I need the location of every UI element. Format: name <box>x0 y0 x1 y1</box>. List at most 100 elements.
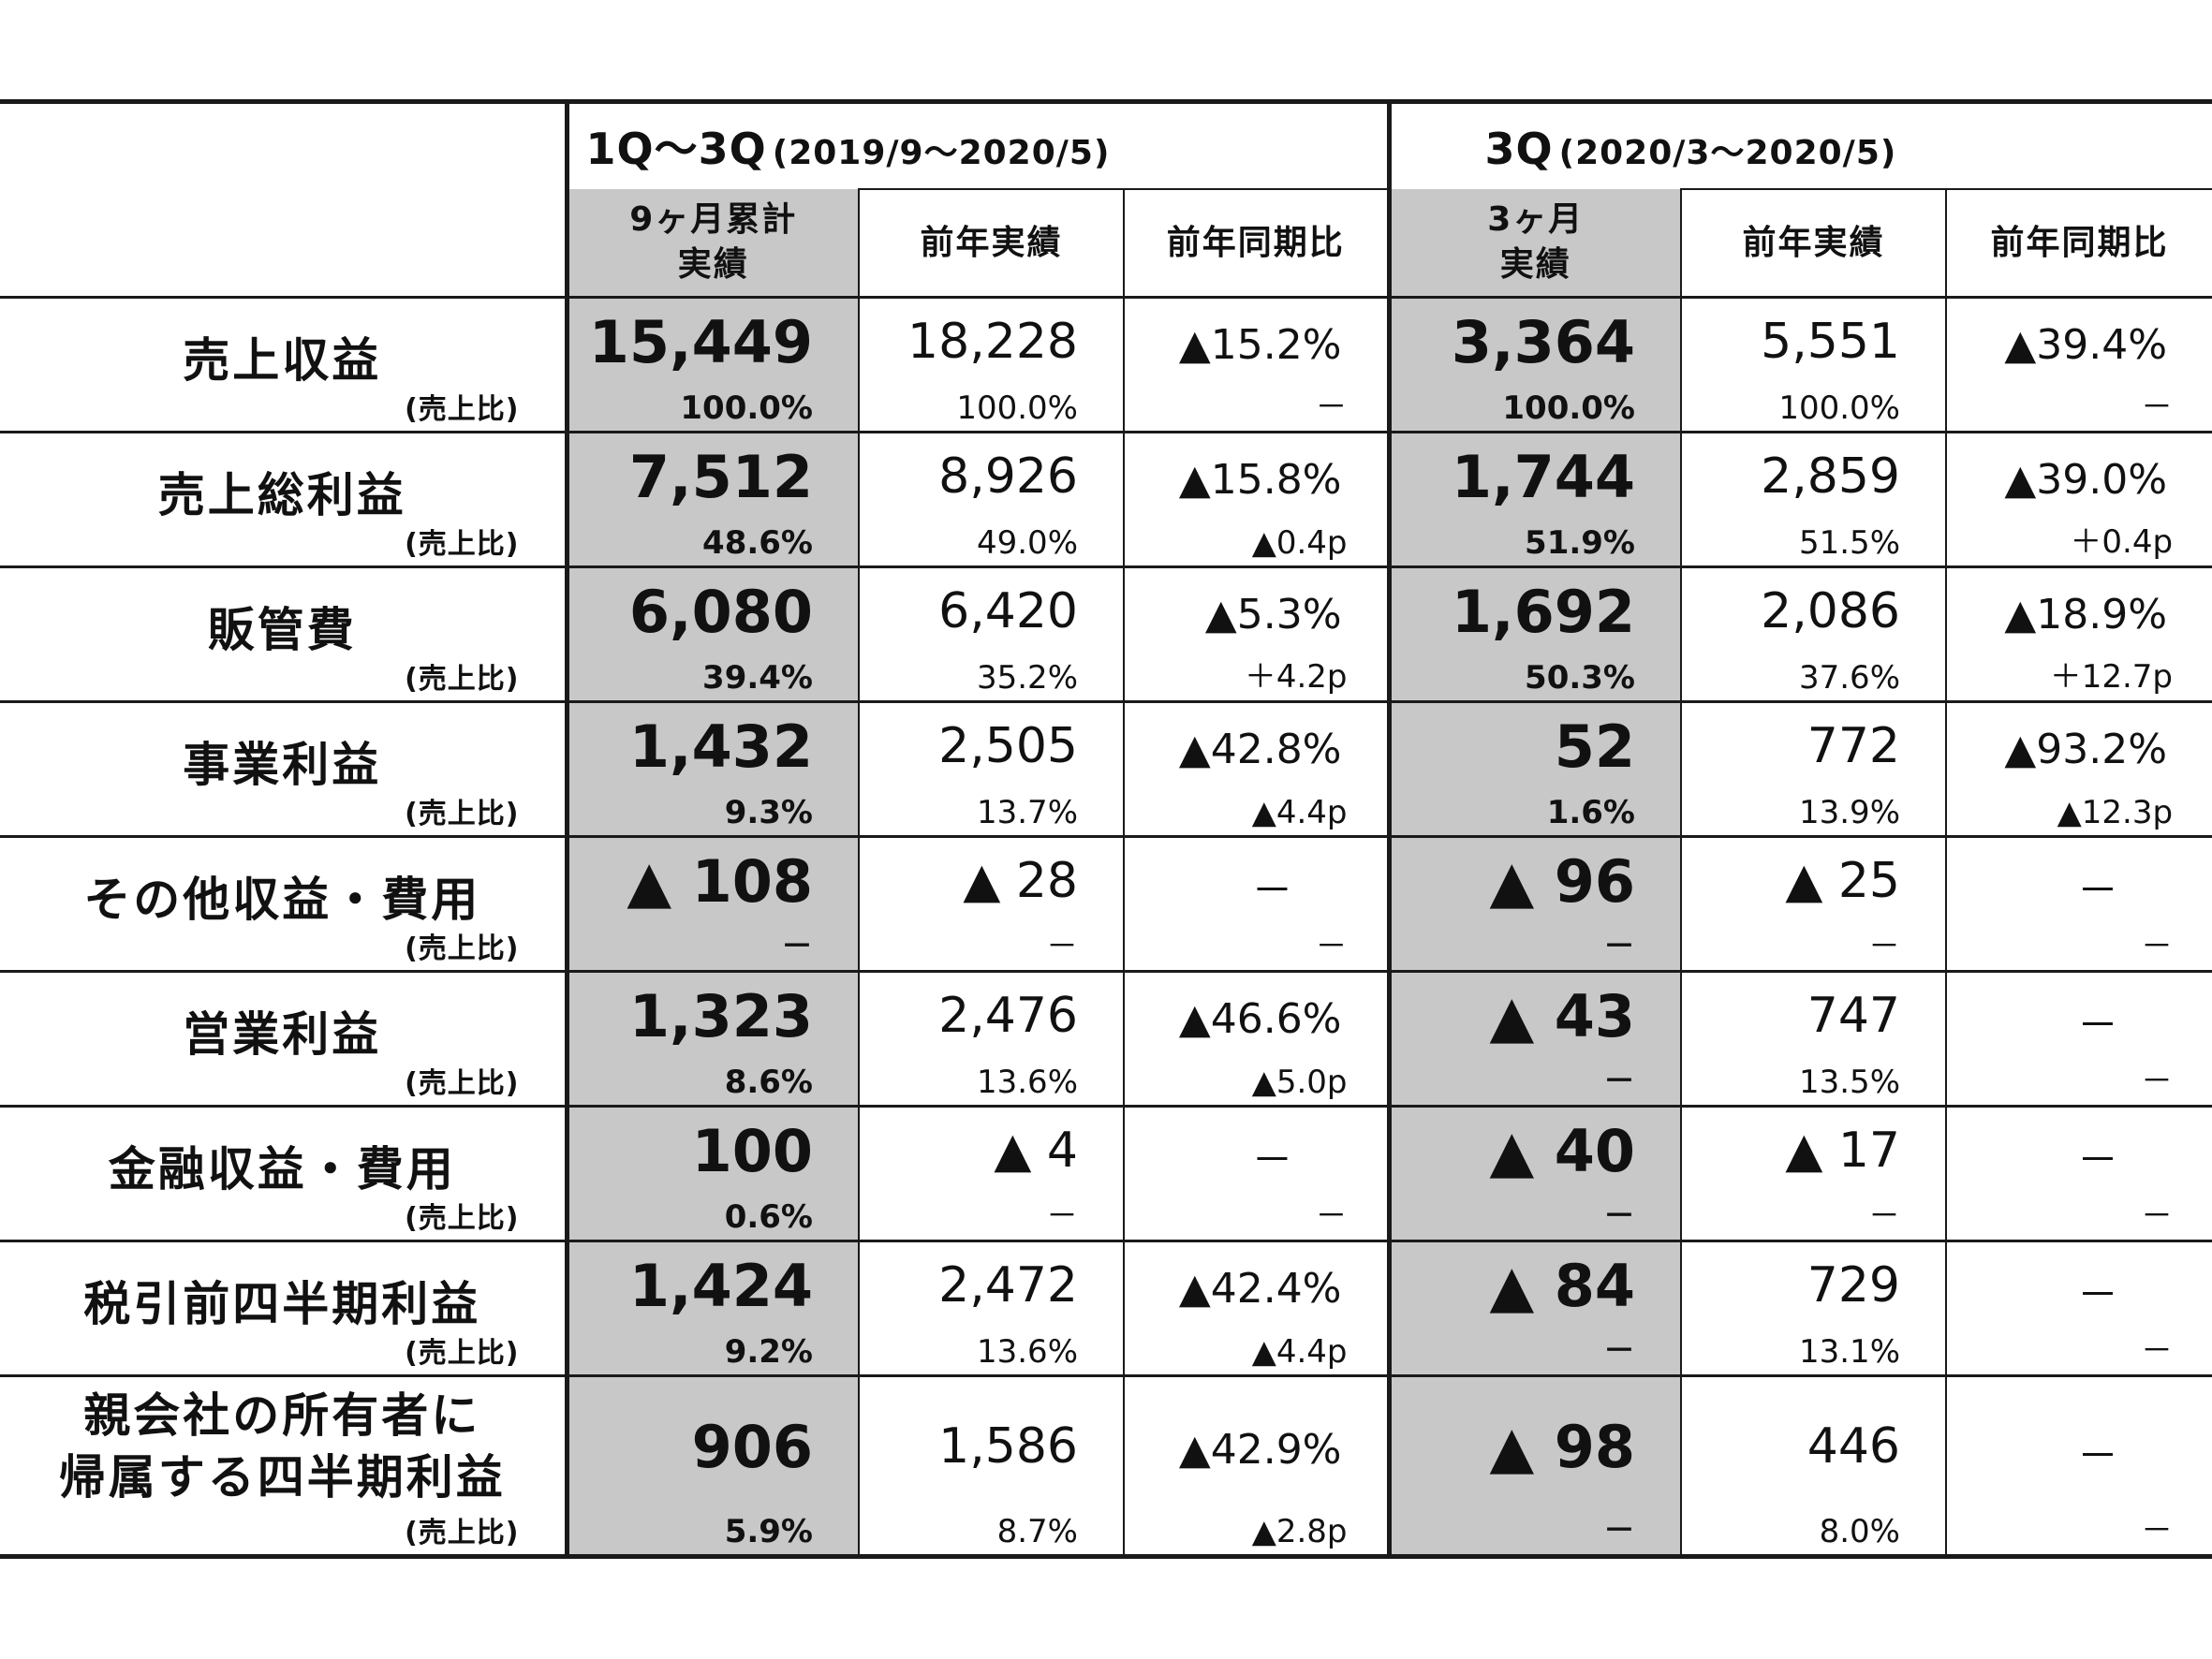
header-period-row: 1Q～3Q (2019/9～2020/5) 3Q (2020/3～2020/5) <box>0 99 2212 299</box>
row-revenue: 売上収益 (売上比) 15,449 100.0% 18,228 100.0% ▲15.… <box>0 297 2212 433</box>
p2-actual-value: ▲ 43 <box>1489 982 1635 1050</box>
col-head-p1-prev: 前年実績 <box>858 188 1124 299</box>
p1-prev-value: 1,586 <box>938 1418 1078 1475</box>
p1-yoy-value: ▲42.8% <box>1178 726 1342 773</box>
p2-actual-ratio: － <box>1603 1063 1635 1100</box>
p2-yoy-value: ▲39.0% <box>2004 456 2168 504</box>
p2-yoy-value: － <box>2077 1002 2119 1050</box>
p2-yoy-value: － <box>2077 1432 2119 1480</box>
row-business-profit: 事業利益 (売上比) 1,432 9.3% 2,505 13.7% ▲42.8% ▲4.… <box>0 701 2212 838</box>
p1-actual-ratio: 0.6% <box>724 1198 813 1236</box>
p1-yoy-point: ▲4.4p <box>1251 794 1348 831</box>
p1-actual-value: 1,323 <box>628 982 813 1050</box>
p2-prev-ratio: 13.1% <box>1798 1333 1900 1371</box>
row-gross-profit: 売上総利益 (売上比) 7,512 48.6% 8,926 49.0% ▲15.8% ▲… <box>0 432 2212 568</box>
p1-actual-value: 15,449 <box>588 308 813 376</box>
row-label: 事業利益 <box>183 738 382 792</box>
p1-yoy-point: ＋4.2p <box>1244 658 1348 696</box>
p1-yoy-value: ▲15.8% <box>1178 456 1342 504</box>
p2-yoy-point: ▲12.3p <box>2057 794 2174 831</box>
p1-prev-value: 2,476 <box>938 988 1078 1044</box>
p2-actual-ratio: － <box>1603 1512 1635 1549</box>
p2-prev-value: 729 <box>1806 1257 1900 1314</box>
p1-yoy-point: － <box>1315 389 1348 426</box>
p1-prev-ratio: － <box>1046 1197 1078 1235</box>
p1-prev-value: ▲ 4 <box>994 1123 1078 1179</box>
p1-prev-label: 前年実績 <box>920 223 1063 262</box>
p2-yoy-point: ＋0.4p <box>2070 523 2174 561</box>
p2-prev-value: 2,086 <box>1761 583 1900 639</box>
p1-prev-value: 6,420 <box>938 583 1078 639</box>
p2-actual-value: ▲ 98 <box>1489 1413 1635 1481</box>
p2-yoy-value: － <box>2077 1137 2119 1184</box>
p2-yoy-value: ▲39.4% <box>2004 321 2168 369</box>
row-finance-income-cost: 金融収益・費用 (売上比) 100 0.6% ▲ 4 － － － ▲ 40 － ▲ 17 －… <box>0 1106 2212 1242</box>
p2-prev-ratio: 8.0% <box>1819 1513 1900 1550</box>
p2-actual-ratio: 1.6% <box>1546 794 1635 831</box>
p1-prev-ratio: 13.7% <box>976 794 1078 831</box>
p1-yoy-point: ▲5.0p <box>1251 1064 1348 1101</box>
p2-actual-value: ▲ 84 <box>1489 1252 1635 1320</box>
p1-prev-ratio: 49.0% <box>976 524 1078 562</box>
p1-prev-ratio: 35.2% <box>976 659 1078 697</box>
col-head-p2-prev: 前年実績 <box>1680 188 1946 299</box>
p1-actual-ratio: 8.6% <box>724 1064 813 1101</box>
p2-actual-value: 52 <box>1554 712 1635 781</box>
p1-actual-value: 1,424 <box>628 1252 813 1320</box>
row-label: 販管費 <box>207 603 357 657</box>
p1-prev-value: 8,926 <box>938 448 1078 505</box>
p1-yoy-label: 前年同期比 <box>1166 223 1345 262</box>
p1-prev-value: 18,228 <box>907 314 1078 370</box>
header-corner <box>0 99 567 299</box>
p1-prev-ratio: 13.6% <box>976 1064 1078 1101</box>
ratio-label: (売上比) <box>405 1337 520 1370</box>
p1-actual-ratio: 9.2% <box>724 1333 813 1371</box>
p2-yoy-value: ▲18.9% <box>2004 591 2168 639</box>
p2-actual-ratio: － <box>1603 1197 1635 1235</box>
p2-yoy-point: － <box>2141 1512 2174 1549</box>
p2-yoy-point: ＋12.7p <box>2049 658 2174 696</box>
p1-actual-ratio: 48.6% <box>702 524 813 562</box>
p2-prev-ratio: － <box>1868 1197 1900 1235</box>
p1-prev-value: ▲ 28 <box>963 853 1078 909</box>
period1-range: (2019/9～2020/5) <box>772 134 1111 172</box>
ratio-label: (売上比) <box>405 798 520 830</box>
p1-actual-ratio: 39.4% <box>702 659 813 697</box>
p1-actual-ratio: 9.3% <box>724 794 813 831</box>
col-head-p2-yoy: 前年同期比 <box>1944 188 2212 299</box>
p2-actual-ratio: 51.9% <box>1525 524 1635 562</box>
p2-prev-value: 446 <box>1806 1418 1900 1475</box>
col-head-p1-yoy: 前年同期比 <box>1123 188 1389 299</box>
financial-results-table: 1Q～3Q (2019/9～2020/5) 3Q (2020/3～2020/5) 9… <box>0 99 2212 1559</box>
p2-yoy-value: － <box>2077 867 2119 915</box>
p2-actual-value: 1,744 <box>1451 443 1635 511</box>
p1-yoy-value: ▲42.9% <box>1178 1426 1342 1474</box>
ratio-label: (売上比) <box>405 663 520 696</box>
ratio-label: (売上比) <box>405 1067 520 1100</box>
row-label-line1: 親会社の所有者に <box>83 1388 481 1443</box>
p1-prev-ratio: 13.6% <box>976 1333 1078 1371</box>
p2-actual-ratio: 100.0% <box>1502 389 1635 427</box>
p2-actual-value: ▲ 96 <box>1489 847 1635 916</box>
p2-yoy-point: － <box>2141 389 2174 426</box>
p2-actual-line1: 3ヶ月 <box>1487 199 1585 239</box>
header-column-row: 9ヶ月累計 実績 前年実績 前年同期比 3ヶ月 実績 前年実績 前年同期比 <box>0 188 2212 299</box>
p2-yoy-point: － <box>2141 1063 2174 1100</box>
col-head-p1-actual: 9ヶ月累計 実績 <box>564 189 859 299</box>
ratio-label: (売上比) <box>405 528 520 561</box>
row-other-income-expense: その他収益・費用 (売上比) ▲ 108 － ▲ 28 － － － ▲ 96 － ▲ 25… <box>0 836 2212 973</box>
p2-prev-value: 772 <box>1806 718 1900 774</box>
p2-yoy-value: － <box>2077 1271 2119 1319</box>
p1-actual-value: ▲ 108 <box>627 847 813 916</box>
p2-prev-label: 前年実績 <box>1742 223 1885 262</box>
p1-prev-value: 2,505 <box>938 718 1078 774</box>
p2-prev-ratio: 13.5% <box>1798 1064 1900 1101</box>
p1-actual-ratio: － <box>781 928 813 965</box>
p2-yoy-point: － <box>2141 1197 2174 1235</box>
p1-yoy-point: ▲2.8p <box>1251 1513 1348 1550</box>
p2-yoy-point: － <box>2141 928 2174 965</box>
p1-actual-ratio: 5.9% <box>724 1513 813 1550</box>
p1-prev-ratio: － <box>1046 928 1078 965</box>
p1-prev-ratio: 100.0% <box>956 389 1078 427</box>
p1-yoy-point: ▲4.4p <box>1251 1333 1348 1371</box>
